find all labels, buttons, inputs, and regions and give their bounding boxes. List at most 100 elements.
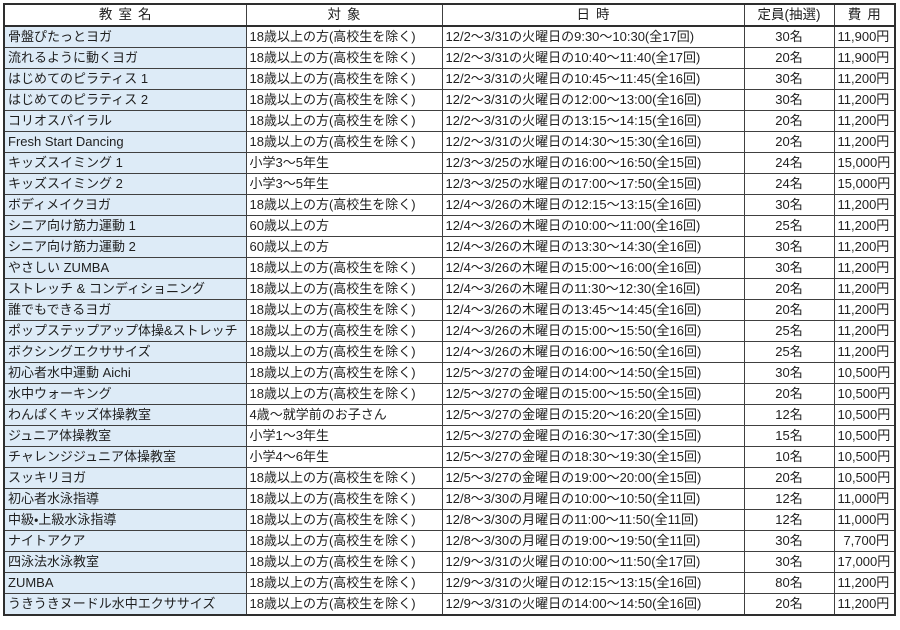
- cell-target: 18歳以上の方(高校生を除く): [245, 551, 443, 573]
- table-row: ボクシングエクササイズ 18歳以上の方(高校生を除く) 12/4〜3/26の木曜…: [3, 341, 896, 363]
- cell-target: 18歳以上の方(高校生を除く): [245, 278, 443, 300]
- class-schedule-table: 教室名 対象 日時 定員(抽選) 費用 骨盤ぴたっとヨガ 18歳以上の方(高校生…: [3, 3, 896, 616]
- cell-target: 18歳以上の方(高校生を除く): [245, 110, 443, 132]
- cell-schedule: 12/8〜3/30の月曜日の10:00〜10:50(全11回): [441, 488, 745, 510]
- cell-class-name: ポップステップアップ体操&ストレッチ: [3, 320, 247, 342]
- cell-target: 18歳以上の方(高校生を除く): [245, 530, 443, 552]
- table-row: はじめてのピラティス 1 18歳以上の方(高校生を除く) 12/2〜3/31の火…: [3, 68, 896, 90]
- cell-capacity: 30名: [743, 551, 835, 573]
- table-row: 中級・上級水泳指導 18歳以上の方(高校生を除く) 12/8〜3/30の月曜日の…: [3, 509, 896, 531]
- cell-class-name: 誰でもできるヨガ: [3, 299, 247, 321]
- cell-schedule: 12/8〜3/30の月曜日の19:00〜19:50(全11回): [441, 530, 745, 552]
- cell-class-name: 骨盤ぴたっとヨガ: [3, 25, 247, 48]
- cell-class-name: キッズスイミング 2: [3, 173, 247, 195]
- cell-schedule: 12/4〜3/26の木曜日の13:45〜14:45(全16回): [441, 299, 745, 321]
- table-row: Fresh Start Dancing 18歳以上の方(高校生を除く) 12/2…: [3, 131, 896, 153]
- table-row: 初心者水中運動 Aichi 18歳以上の方(高校生を除く) 12/5〜3/27の…: [3, 362, 896, 384]
- cell-capacity: 25名: [743, 320, 835, 342]
- cell-target: 18歳以上の方(高校生を除く): [245, 89, 443, 111]
- cell-target: 18歳以上の方(高校生を除く): [245, 320, 443, 342]
- cell-schedule: 12/5〜3/27の金曜日の15:00〜15:50(全15回): [441, 383, 745, 405]
- cell-class-name: 初心者水泳指導: [3, 488, 247, 510]
- cell-target: 小学3〜5年生: [245, 152, 443, 174]
- cell-capacity: 20名: [743, 47, 835, 69]
- cell-fee: 10,500円: [833, 362, 896, 384]
- cell-fee: 11,200円: [833, 299, 896, 321]
- cell-target: 18歳以上の方(高校生を除く): [245, 47, 443, 69]
- cell-capacity: 15名: [743, 425, 835, 447]
- cell-target: 4歳〜就学前のお子さん: [245, 404, 443, 426]
- cell-class-name: ボクシングエクササイズ: [3, 341, 247, 363]
- cell-class-name: ナイトアクア: [3, 530, 247, 552]
- cell-target: 18歳以上の方(高校生を除く): [245, 467, 443, 489]
- cell-target: 60歳以上の方: [245, 215, 443, 237]
- cell-schedule: 12/2〜3/31の火曜日の14:30〜15:30(全16回): [441, 131, 745, 153]
- cell-target: 18歳以上の方(高校生を除く): [245, 383, 443, 405]
- cell-capacity: 20名: [743, 593, 835, 616]
- cell-capacity: 12名: [743, 509, 835, 531]
- cell-class-name: シニア向け筋力運動 2: [3, 236, 247, 258]
- cell-target: 60歳以上の方: [245, 236, 443, 258]
- header-row: 教室名 対象 日時 定員(抽選) 費用: [3, 3, 896, 27]
- table-row: うきうきヌードル水中エクササイズ 18歳以上の方(高校生を除く) 12/9〜3/…: [3, 593, 896, 616]
- cell-class-name: ストレッチ & コンディショニング: [3, 278, 247, 300]
- cell-fee: 10,500円: [833, 446, 896, 468]
- cell-fee: 10,500円: [833, 404, 896, 426]
- cell-class-name: 四泳法水泳教室: [3, 551, 247, 573]
- cell-class-name: わんぱくキッズ体操教室: [3, 404, 247, 426]
- cell-schedule: 12/9〜3/31の火曜日の14:00〜14:50(全16回): [441, 593, 745, 616]
- cell-schedule: 12/5〜3/27の金曜日の15:20〜16:20(全15回): [441, 404, 745, 426]
- cell-schedule: 12/3〜3/25の水曜日の17:00〜17:50(全15回): [441, 173, 745, 195]
- table-row: 水中ウォーキング 18歳以上の方(高校生を除く) 12/5〜3/27の金曜日の1…: [3, 383, 896, 405]
- table-row: スッキリヨガ 18歳以上の方(高校生を除く) 12/5〜3/27の金曜日の19:…: [3, 467, 896, 489]
- cell-capacity: 25名: [743, 215, 835, 237]
- cell-target: 小学3〜5年生: [245, 173, 443, 195]
- cell-capacity: 12名: [743, 404, 835, 426]
- cell-capacity: 30名: [743, 89, 835, 111]
- cell-target: 18歳以上の方(高校生を除く): [245, 299, 443, 321]
- cell-fee: 11,200円: [833, 215, 896, 237]
- cell-target: 18歳以上の方(高校生を除く): [245, 488, 443, 510]
- cell-schedule: 12/5〜3/27の金曜日の16:30〜17:30(全15回): [441, 425, 745, 447]
- column-header-target: 対象: [245, 3, 443, 27]
- cell-schedule: 12/5〜3/27の金曜日の18:30〜19:30(全15回): [441, 446, 745, 468]
- cell-schedule: 12/3〜3/25の水曜日の16:00〜16:50(全15回): [441, 152, 745, 174]
- cell-capacity: 12名: [743, 488, 835, 510]
- cell-capacity: 24名: [743, 173, 835, 195]
- cell-schedule: 12/2〜3/31の火曜日の9:30〜10:30(全17回): [441, 25, 745, 48]
- cell-class-name: チャレンジジュニア体操教室: [3, 446, 247, 468]
- cell-schedule: 12/4〜3/26の木曜日の15:00〜16:00(全16回): [441, 257, 745, 279]
- cell-fee: 11,200円: [833, 89, 896, 111]
- cell-fee: 11,200円: [833, 341, 896, 363]
- cell-fee: 11,200円: [833, 236, 896, 258]
- cell-schedule: 12/9〜3/31の火曜日の10:00〜11:50(全17回): [441, 551, 745, 573]
- cell-fee: 11,000円: [833, 488, 896, 510]
- table-row: ストレッチ & コンディショニング 18歳以上の方(高校生を除く) 12/4〜3…: [3, 278, 896, 300]
- cell-schedule: 12/4〜3/26の木曜日の11:30〜12:30(全16回): [441, 278, 745, 300]
- cell-capacity: 20名: [743, 131, 835, 153]
- cell-schedule: 12/5〜3/27の金曜日の19:00〜20:00(全15回): [441, 467, 745, 489]
- cell-capacity: 30名: [743, 530, 835, 552]
- cell-capacity: 10名: [743, 446, 835, 468]
- cell-class-name: 初心者水中運動 Aichi: [3, 362, 247, 384]
- cell-schedule: 12/9〜3/31の火曜日の12:15〜13:15(全16回): [441, 572, 745, 594]
- table-row: シニア向け筋力運動 1 60歳以上の方 12/4〜3/26の木曜日の10:00〜…: [3, 215, 896, 237]
- cell-schedule: 12/4〜3/26の木曜日の12:15〜13:15(全16回): [441, 194, 745, 216]
- cell-fee: 11,200円: [833, 110, 896, 132]
- cell-capacity: 30名: [743, 257, 835, 279]
- cell-fee: 11,900円: [833, 25, 896, 48]
- cell-capacity: 30名: [743, 236, 835, 258]
- table-row: 誰でもできるヨガ 18歳以上の方(高校生を除く) 12/4〜3/26の木曜日の1…: [3, 299, 896, 321]
- cell-class-name: 中級・上級水泳指導: [3, 509, 247, 531]
- table-row: ポップステップアップ体操&ストレッチ 18歳以上の方(高校生を除く) 12/4〜…: [3, 320, 896, 342]
- cell-target: 18歳以上の方(高校生を除く): [245, 257, 443, 279]
- cell-class-name: ZUMBA: [3, 572, 247, 594]
- table-row: 流れるように動くヨガ 18歳以上の方(高校生を除く) 12/2〜3/31の火曜日…: [3, 47, 896, 69]
- cell-fee: 11,200円: [833, 194, 896, 216]
- cell-capacity: 25名: [743, 341, 835, 363]
- cell-schedule: 12/2〜3/31の火曜日の10:40〜11:40(全17回): [441, 47, 745, 69]
- cell-capacity: 24名: [743, 152, 835, 174]
- cell-schedule: 12/4〜3/26の木曜日の16:00〜16:50(全16回): [441, 341, 745, 363]
- cell-target: 18歳以上の方(高校生を除く): [245, 341, 443, 363]
